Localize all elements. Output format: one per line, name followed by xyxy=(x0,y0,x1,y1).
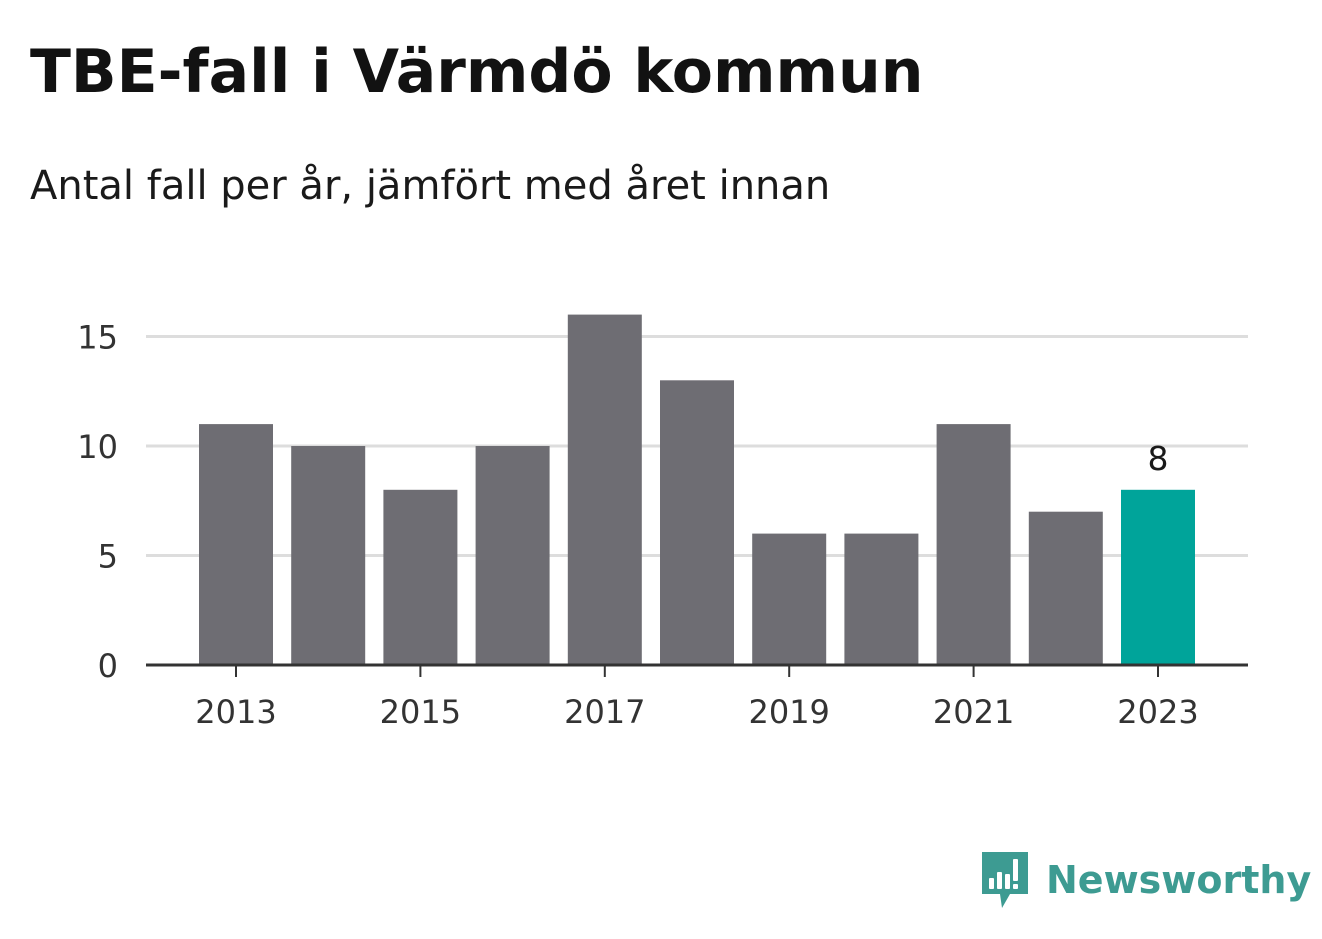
bars xyxy=(199,314,1195,665)
value-labels: 8 xyxy=(1148,439,1169,478)
y-tick-label-15: 15 xyxy=(77,319,118,357)
bar-2018 xyxy=(660,380,734,665)
bar-2016 xyxy=(475,446,550,665)
newsworthy-logo-icon xyxy=(982,852,1028,908)
bar-2014 xyxy=(291,446,366,665)
bar-2023 xyxy=(1121,489,1195,665)
bar-2013 xyxy=(199,424,273,665)
x-axis-ticks: 2013 2015 2017 2019 2021 2023 xyxy=(195,665,1199,731)
x-tick-label-2021: 2021 xyxy=(933,693,1014,731)
bar-2015 xyxy=(383,489,458,665)
x-tick-label-2019: 2019 xyxy=(748,693,829,731)
x-tick-label-2013: 2013 xyxy=(195,693,276,731)
chart-subtitle: Antal fall per år, jämfört med året inna… xyxy=(30,163,831,209)
bar-2019 xyxy=(752,533,827,665)
brand-name: Newsworthy xyxy=(1046,858,1312,902)
x-tick-label-2023: 2023 xyxy=(1117,693,1198,731)
value-label-2023: 8 xyxy=(1148,439,1169,478)
x-tick-label-2015: 2015 xyxy=(380,693,461,731)
bar-2022 xyxy=(1028,511,1103,665)
chart-title: TBE-fall i Värmdö kommun xyxy=(30,37,924,107)
x-tick-label-2017: 2017 xyxy=(564,693,645,731)
bar-2017 xyxy=(567,314,642,665)
brand: Newsworthy xyxy=(980,848,1311,912)
y-tick-label-0: 0 xyxy=(98,647,118,685)
y-axis-ticks: 0 5 10 15 xyxy=(77,319,118,686)
y-tick-label-10: 10 xyxy=(77,428,118,466)
bar-2020 xyxy=(844,533,919,665)
y-tick-label-5: 5 xyxy=(98,538,118,576)
bar-2021 xyxy=(936,424,1011,665)
